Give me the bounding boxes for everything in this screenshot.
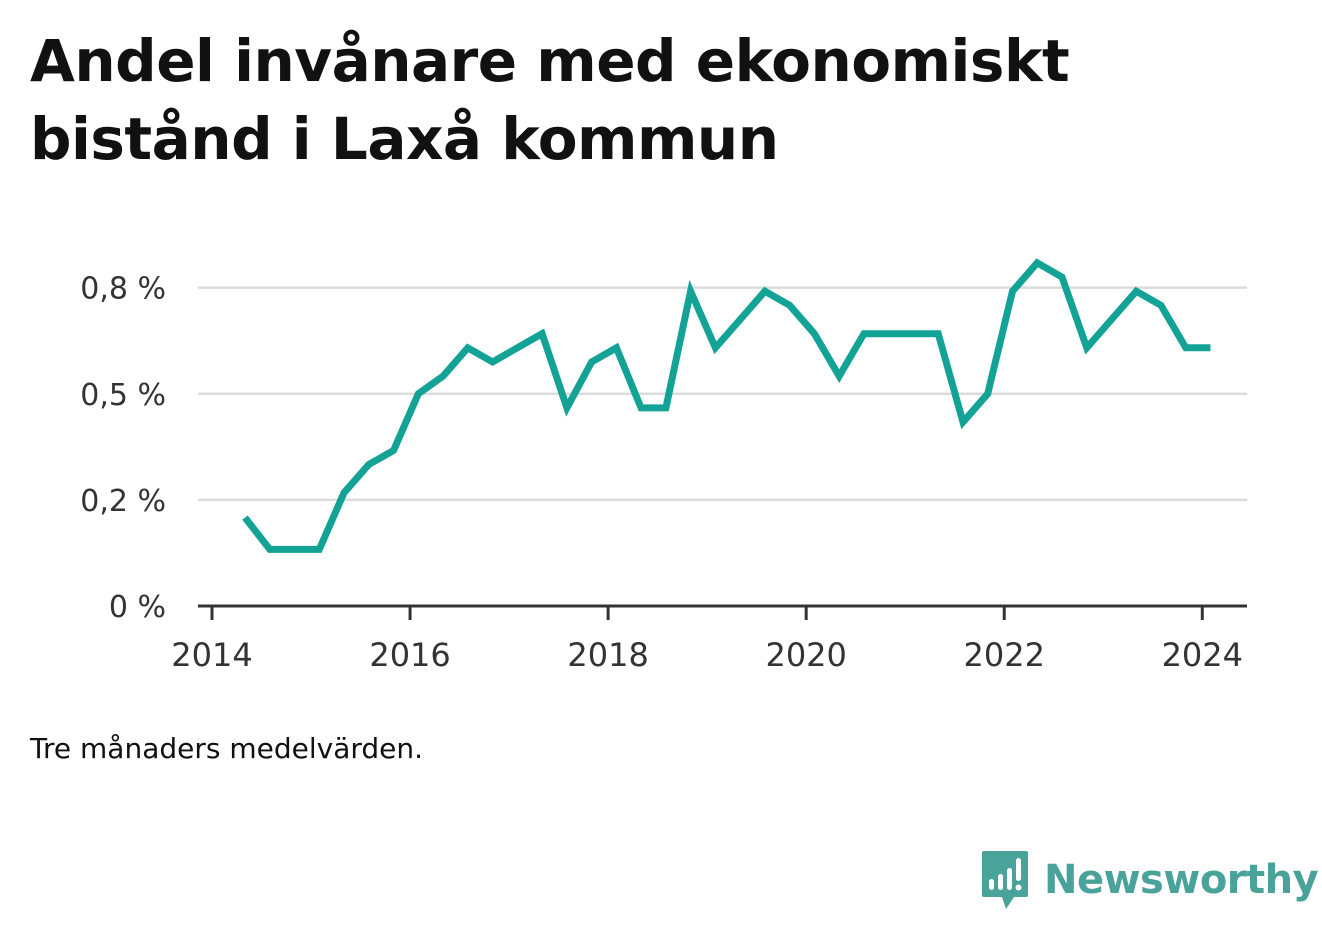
y-axis-tick-labels: 0 % 0,2 % 0,5 % 0,8 % — [80, 272, 166, 625]
data-point-35 — [1108, 316, 1115, 323]
data-point-7 — [415, 390, 422, 397]
data-point-4 — [341, 489, 348, 496]
data-point-32 — [1034, 259, 1041, 266]
data-point-15 — [613, 344, 620, 351]
data-point-3 — [316, 546, 323, 553]
y-tick-label-3: 0,8 % — [80, 272, 166, 307]
newsworthy-logo-icon — [982, 851, 1028, 909]
data-point-36 — [1133, 288, 1140, 295]
x-tick-label-4: 2022 — [964, 636, 1045, 674]
series-layer — [242, 258, 1214, 553]
data-point-19 — [712, 344, 719, 351]
x-tick-label-5: 2024 — [1162, 636, 1243, 674]
data-point-39 — [1207, 344, 1214, 351]
x-tick-label-0: 2014 — [171, 636, 252, 674]
x-tick-label-1: 2016 — [369, 636, 450, 674]
x-tick-label-3: 2020 — [765, 636, 846, 674]
data-point-22 — [786, 302, 793, 309]
data-point-26 — [885, 330, 892, 337]
data-point-17 — [662, 404, 669, 411]
data-point-18 — [687, 288, 694, 295]
data-point-6 — [390, 447, 397, 454]
data-point-29 — [960, 419, 967, 426]
x-tick-label-2: 2018 — [567, 636, 648, 674]
data-point-0 — [242, 514, 249, 521]
data-point-33 — [1059, 274, 1066, 281]
chart-note: Tre månaders medelvärden. — [30, 732, 424, 765]
data-point-28 — [935, 330, 942, 337]
data-point-31 — [1009, 288, 1016, 295]
data-point-16 — [638, 404, 645, 411]
data-point-24 — [836, 373, 843, 380]
data-point-10 — [489, 359, 496, 366]
data-point-25 — [860, 330, 867, 337]
data-point-5 — [365, 461, 372, 468]
data-point-23 — [811, 330, 818, 337]
data-point-8 — [440, 373, 447, 380]
data-point-11 — [514, 344, 521, 351]
data-point-14 — [588, 359, 595, 366]
data-point-34 — [1083, 344, 1090, 351]
x-axis-tick-labels: 2014 2016 2018 2020 2022 2024 — [171, 636, 1243, 674]
data-point-1 — [266, 546, 273, 553]
data-point-13 — [563, 404, 570, 411]
data-point-27 — [910, 330, 917, 337]
x-axis — [198, 604, 1247, 620]
newsworthy-brand[interactable]: Newsworthy — [980, 848, 1319, 912]
data-point-21 — [761, 288, 768, 295]
data-point-9 — [464, 344, 471, 351]
data-point-12 — [539, 330, 546, 337]
chart-title: Andel invånare med ekonomiskt bistånd i … — [30, 27, 1070, 173]
gridlines — [198, 286, 1247, 502]
y-tick-label-1: 0,2 % — [80, 484, 166, 519]
data-point-37 — [1158, 302, 1165, 309]
data-point-20 — [737, 316, 744, 323]
data-point-38 — [1182, 344, 1189, 351]
data-point-30 — [984, 390, 991, 397]
y-tick-label-0: 0 % — [109, 590, 166, 625]
brand-name: Newsworthy — [1044, 857, 1319, 903]
y-tick-label-2: 0,5 % — [80, 378, 166, 413]
data-point-2 — [291, 546, 298, 553]
series-line-0 — [242, 258, 1211, 553]
